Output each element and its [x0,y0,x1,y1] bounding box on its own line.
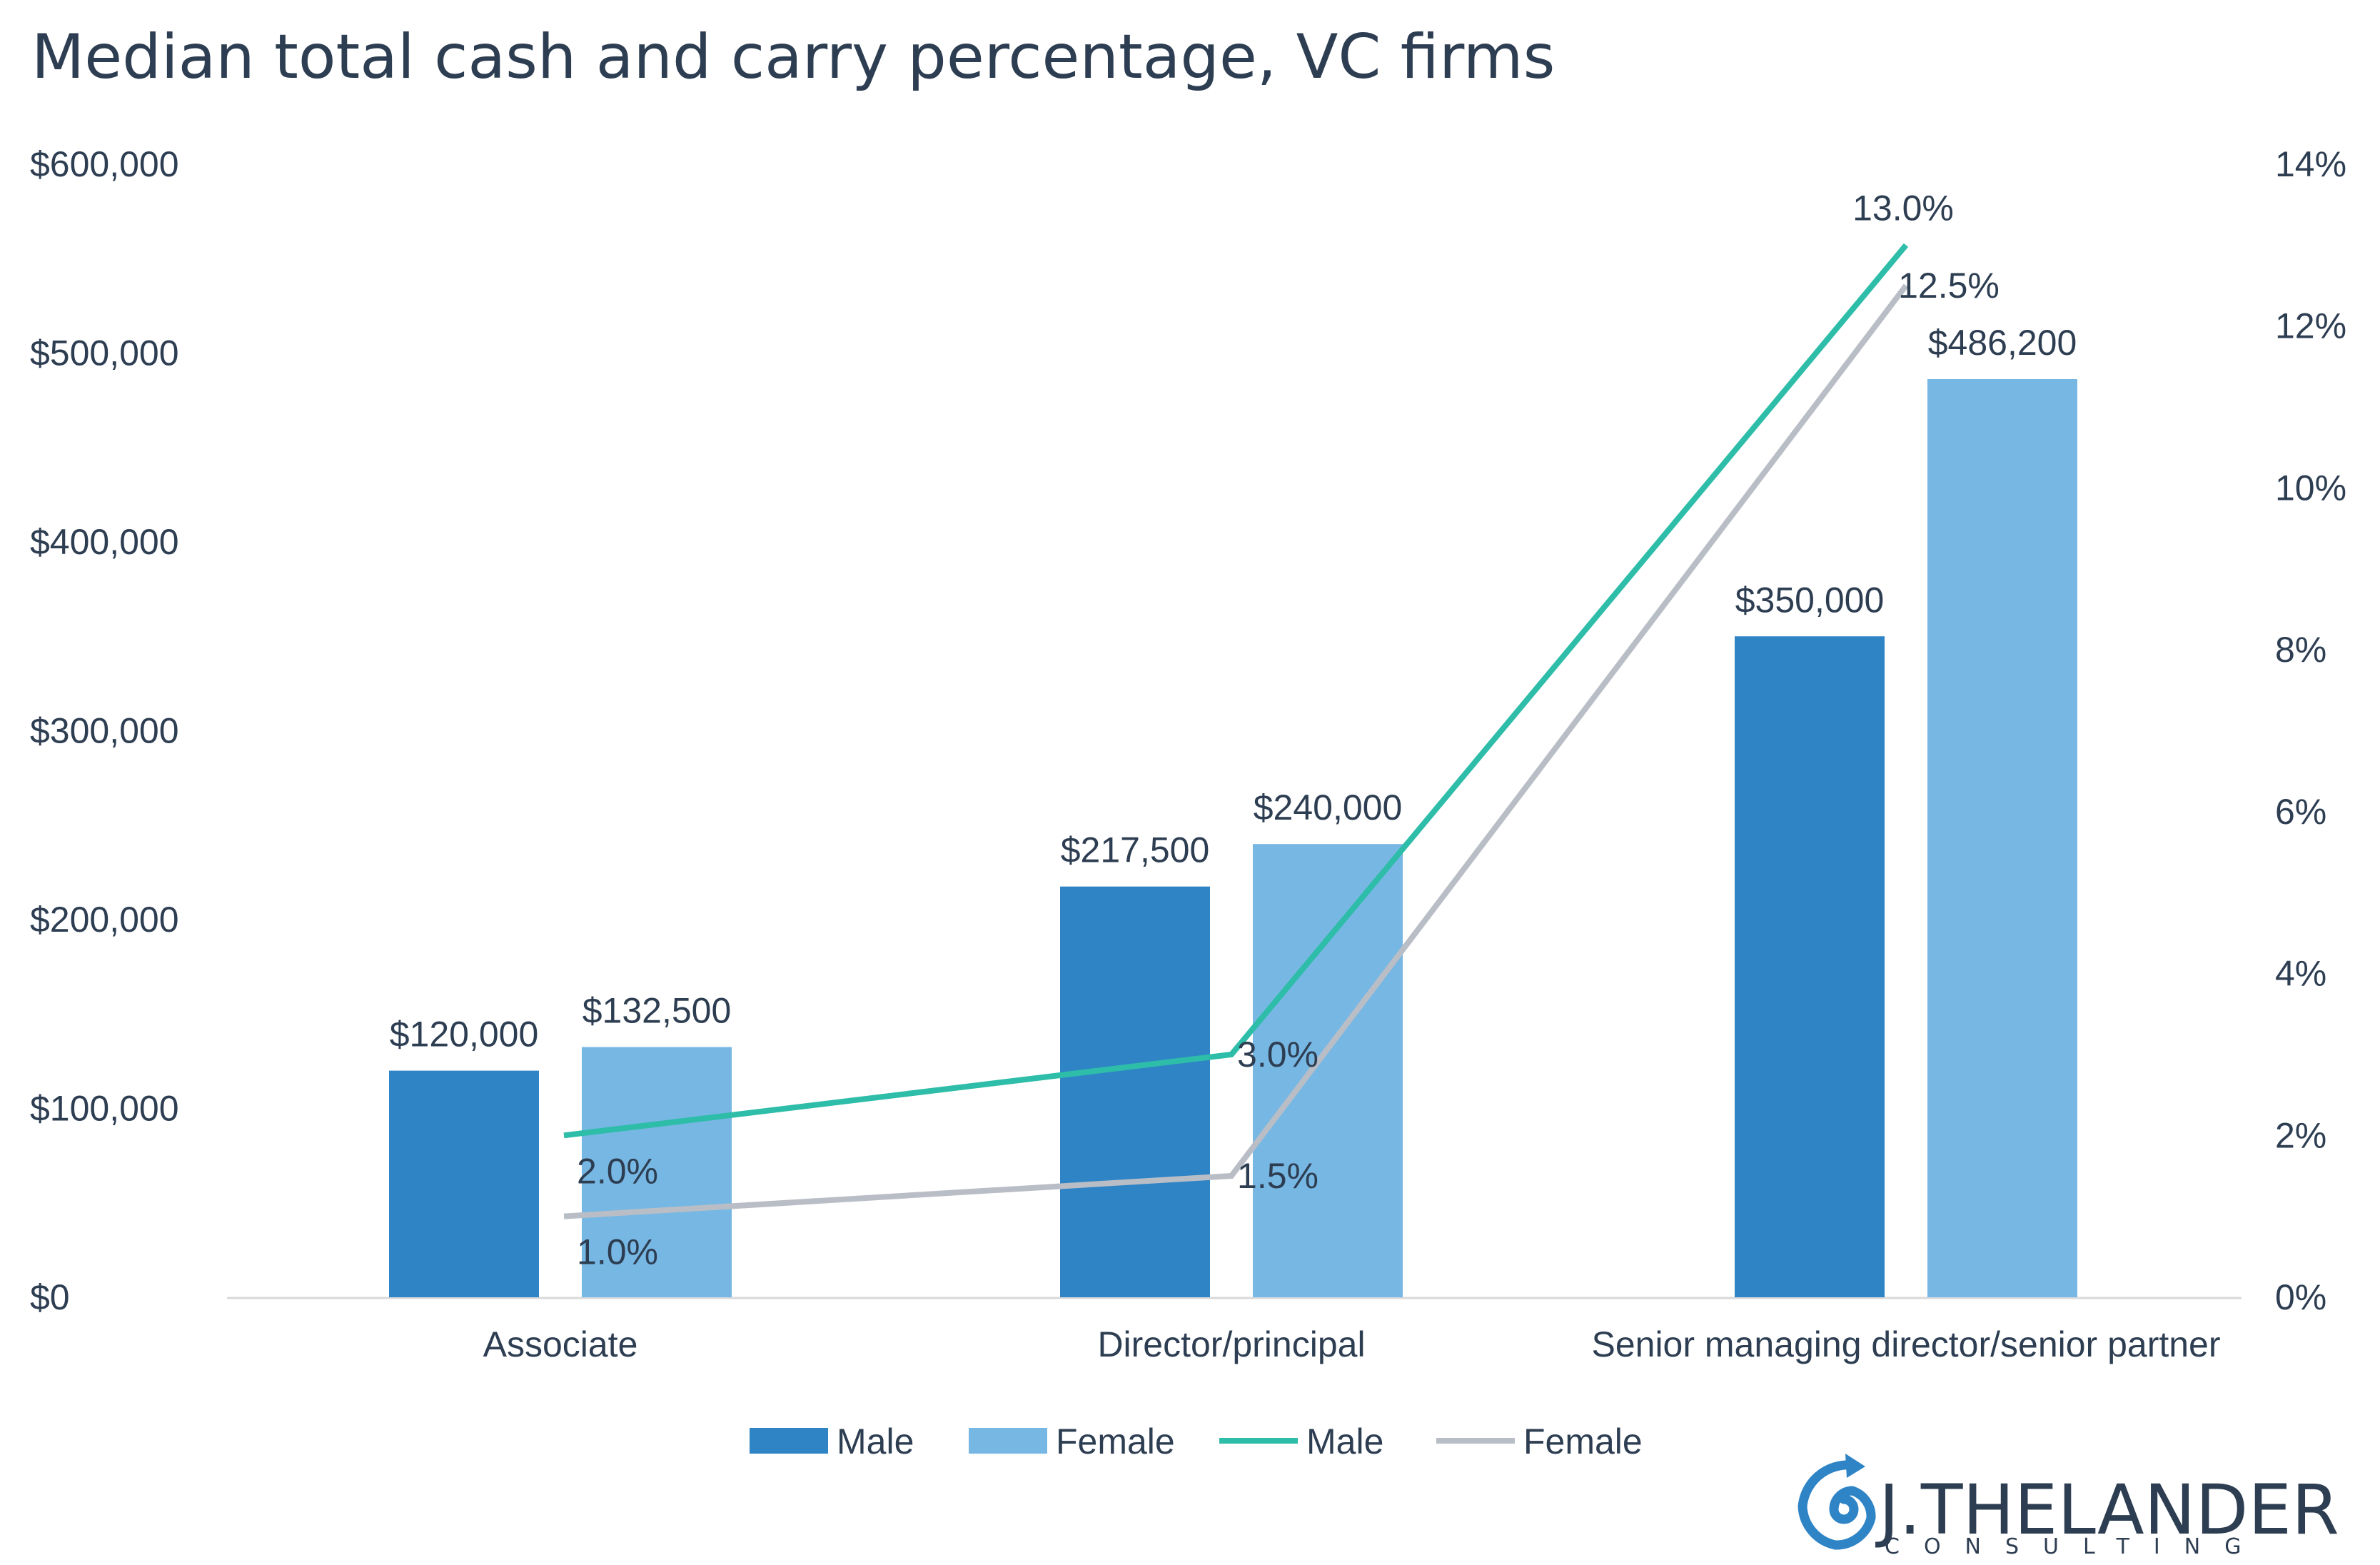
right-tick-label: 12% [2275,306,2346,346]
category-label: Senior managing director/senior partner [1591,1324,2220,1364]
chart-title: Median total cash and carry percentage, … [31,21,1555,93]
category-labels: Associate Director/principal Senior managi… [483,1324,2221,1364]
left-tick-label: $500,000 [30,333,179,373]
bar-value-label: $217,500 [1061,830,1210,870]
line-value-label: 13.0% [1852,188,1954,228]
line-value-label: 2.0% [577,1151,658,1191]
bar-value-label: $240,000 [1254,787,1403,827]
lines [563,243,1909,1219]
legend-swatch-bar [969,1428,1047,1454]
left-tick-label: $100,000 [30,1089,179,1129]
logo-subtitle: CONSULTING [1885,1534,2265,1559]
legend-label: Male [837,1421,914,1461]
legend: Male Female Male Female [750,1421,1643,1461]
bar-female [1253,844,1403,1297]
spiral-icon [1797,1454,1876,1550]
right-tick-label: 8% [2275,630,2326,670]
left-axis: $0 $100,000 $200,000 $300,000 $400,000 $500,0… [30,144,179,1317]
logo-name: J.THELANDER [1875,1470,2339,1550]
right-tick-label: 10% [2275,468,2346,508]
line-male [563,243,1909,1139]
bars [389,379,2077,1297]
left-tick-label: $400,000 [30,522,179,562]
legend-label: Female [1056,1421,1175,1461]
category-label: Director/principal [1097,1324,1365,1364]
right-tick-label: 0% [2275,1277,2326,1317]
legend-label: Female [1523,1421,1643,1461]
bar-value-label: $132,500 [583,991,732,1031]
bar-value-label: $486,200 [1928,323,2077,363]
bar-female [1927,379,2077,1297]
data-labels: $120,000 $217,500 $350,000 $132,500 $240,000… [390,188,2077,1272]
right-tick-label: 4% [2275,954,2326,994]
right-tick-label: 2% [2275,1115,2326,1155]
bar-value-label: $350,000 [1735,580,1885,620]
bar-female [582,1047,732,1297]
bar-male [389,1070,539,1297]
right-axis: 0% 2% 4% 6% 8% 10% 12% 14% [2275,144,2346,1317]
bar-value-label: $120,000 [390,1015,539,1055]
right-tick-label: 14% [2275,144,2346,184]
left-tick-label: $0 [30,1277,70,1317]
left-tick-label: $600,000 [30,144,179,184]
left-tick-label: $300,000 [30,711,179,751]
bar-male [1060,886,1210,1297]
category-label: Associate [483,1324,638,1364]
line-female [563,283,1909,1219]
line-value-label: 1.5% [1237,1156,1318,1196]
company-logo: J.THELANDER CONSULTING [1797,1454,2339,1559]
legend-swatch-bar [750,1428,828,1454]
line-value-label: 12.5% [1898,266,2000,306]
line-value-label: 1.0% [577,1232,658,1272]
line-value-label: 3.0% [1237,1035,1318,1075]
left-tick-label: $200,000 [30,900,179,940]
right-tick-label: 6% [2275,792,2326,832]
bar-male [1735,636,1885,1297]
legend-label: Male [1306,1421,1383,1461]
